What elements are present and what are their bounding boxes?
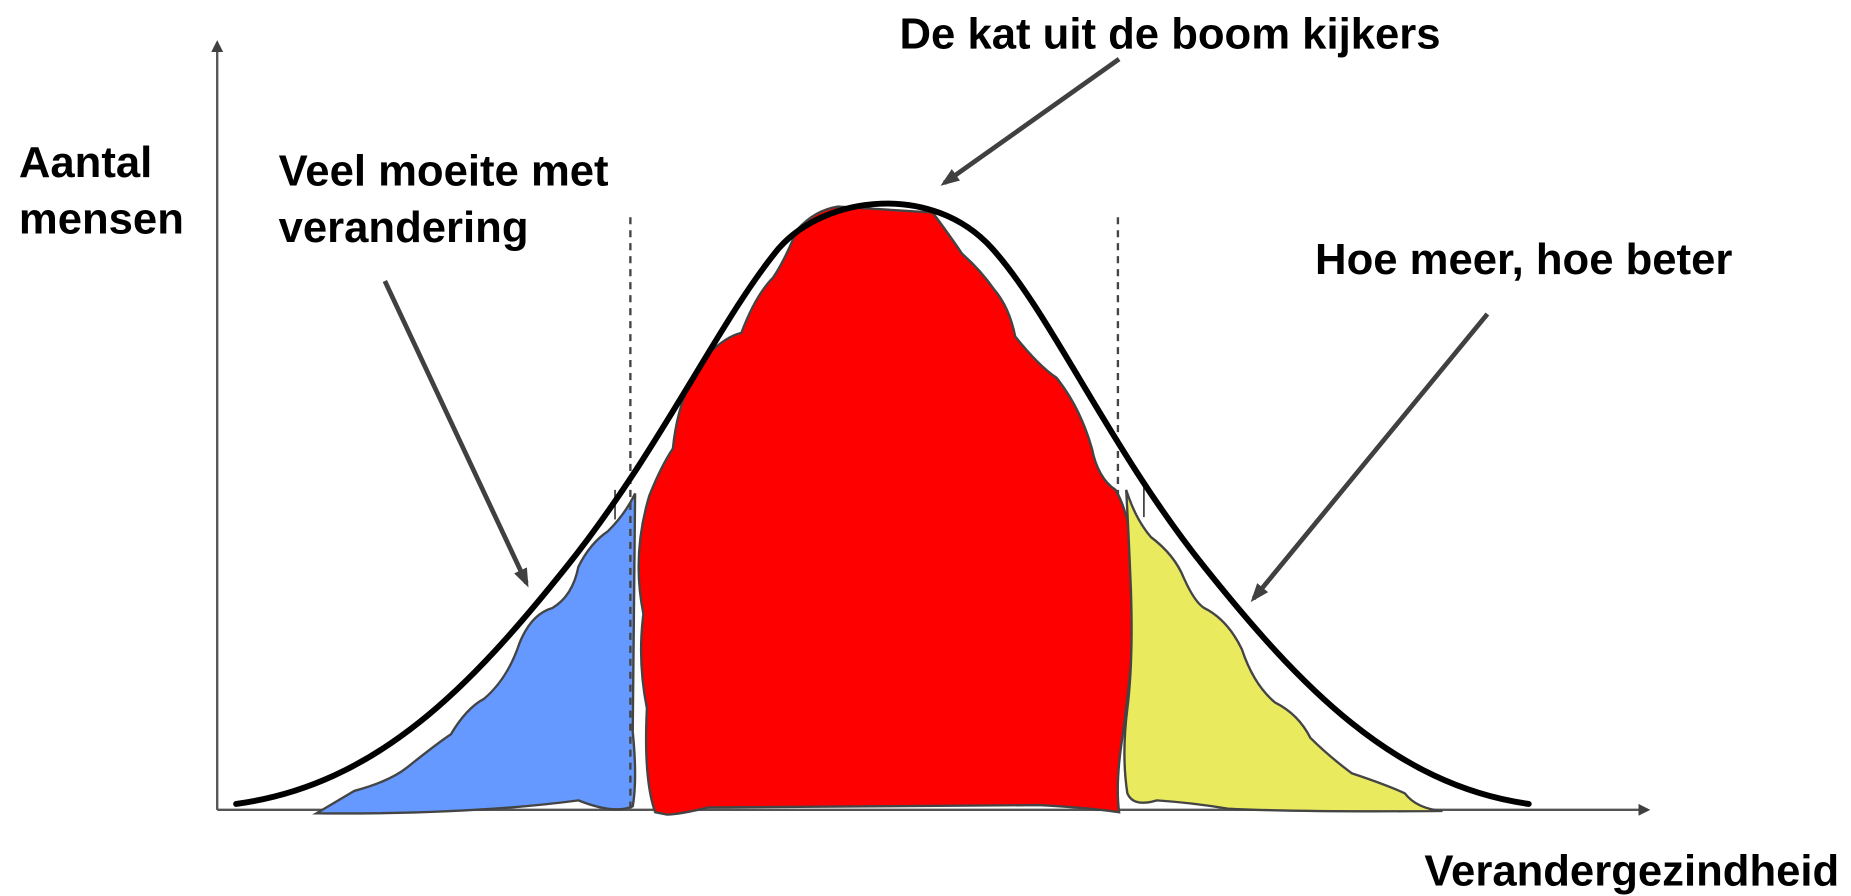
y-axis-label: Aantal xyxy=(19,138,152,187)
arrow xyxy=(382,279,529,588)
blue-area xyxy=(312,492,637,815)
y-axis-label: mensen xyxy=(19,195,184,244)
arrow xyxy=(1250,312,1490,603)
annotation: De kat uit de boom kijkers xyxy=(900,9,1441,58)
annotation: Veel moeite met xyxy=(279,146,609,195)
x-axis-label: Verandergezindheid xyxy=(1424,846,1839,895)
annotation: Hoe meer, hoe beter xyxy=(1315,235,1732,284)
arrow xyxy=(940,57,1121,186)
yellow-area xyxy=(1123,489,1443,813)
bell-curve xyxy=(233,200,1532,807)
annotation: verandering xyxy=(279,203,529,252)
red-area xyxy=(637,205,1137,816)
